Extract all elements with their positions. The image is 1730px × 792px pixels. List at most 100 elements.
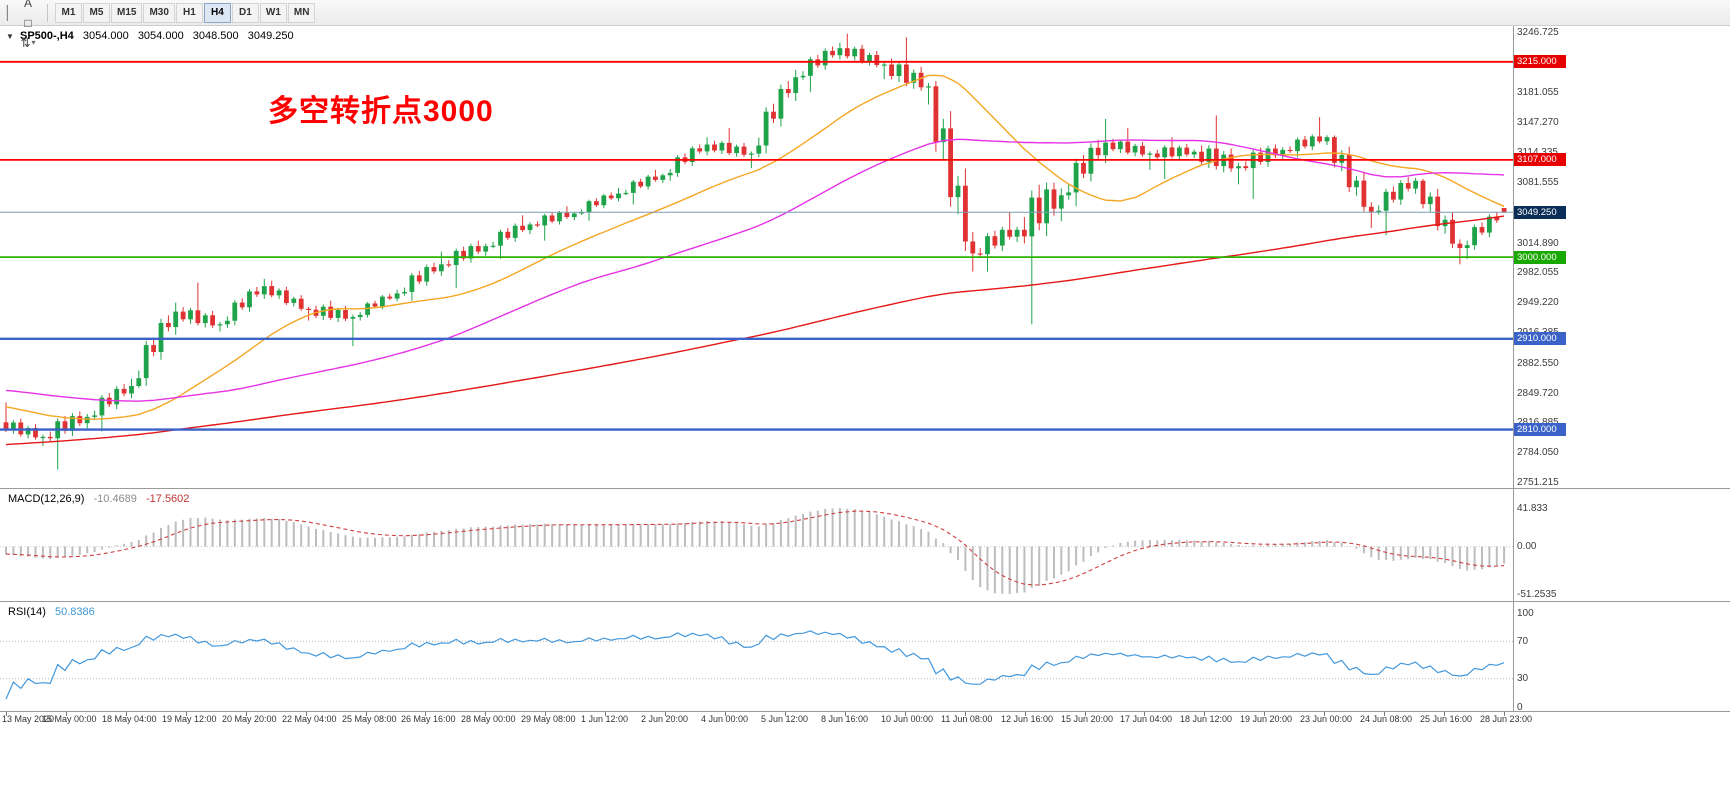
time-axis-label: 2 Jun 20:00 — [641, 714, 689, 724]
time-axis-tick — [66, 712, 67, 716]
time-axis-tick — [965, 712, 966, 716]
time-axis-label: 10 Jun 00:00 — [881, 714, 934, 724]
level-price-tag-2810.000[interactable]: 2810.000 — [1514, 423, 1566, 437]
time-axis-label: 25 Jun 16:00 — [1420, 714, 1473, 724]
price-chart-panel[interactable] — [0, 26, 1730, 488]
time-axis-label: 12 Jun 16:00 — [1001, 714, 1054, 724]
macd-canvas[interactable] — [0, 490, 1730, 601]
time-axis-label: 8 Jun 16:00 — [821, 714, 869, 724]
macd-label: MACD(12,26,9) -10.4689 -17.5602 — [8, 493, 189, 505]
time-axis-label: 18 Jun 12:00 — [1180, 714, 1233, 724]
time-axis-label: 4 Jun 00:00 — [701, 714, 749, 724]
time-axis-tick — [366, 712, 367, 716]
time-axis-label: 24 Jun 08:00 — [1360, 714, 1413, 724]
panel-splitter[interactable] — [0, 488, 1730, 489]
toolbar-drag-handle[interactable] — [6, 4, 11, 21]
level-price-tag-2910.000[interactable]: 2910.000 — [1514, 332, 1566, 346]
level-price-tag-3000.000[interactable]: 3000.000 — [1514, 250, 1566, 264]
time-axis-label: 15 Jun 20:00 — [1061, 714, 1114, 724]
time-axis-label: 23 Jun 00:00 — [1300, 714, 1353, 724]
time-axis-tick — [1324, 712, 1325, 716]
time-axis-tick — [306, 712, 307, 716]
moving-average-lines — [5, 74, 1505, 446]
collapse-triangle-icon[interactable]: ▼ — [6, 32, 14, 41]
time-axis-label: 5 Jun 12:00 — [761, 714, 809, 724]
timeframe-button-m15[interactable]: M15 — [111, 2, 143, 23]
time-axis-label: 26 May 16:00 — [401, 714, 456, 724]
macd-histogram — [5, 508, 1506, 594]
current-price-tag: 3049.250 — [1514, 205, 1566, 219]
time-axis-tick — [905, 712, 906, 716]
drawing-tools-group: +A□⇅▾ — [16, 0, 40, 53]
time-axis-label: 19 May 12:00 — [162, 714, 217, 724]
time-axis-tick — [1264, 712, 1265, 716]
time-axis-tick — [1025, 712, 1026, 716]
price-axis-border — [1513, 26, 1514, 712]
shapes-tool-button[interactable]: □ — [16, 13, 40, 33]
time-axis-tick — [246, 712, 247, 716]
timeframe-button-d1[interactable]: D1 — [231, 2, 259, 23]
chevron-down-icon: ▾ — [31, 38, 36, 47]
close-value: 3049.250 — [247, 30, 294, 42]
macd-signal-value: -17.5602 — [145, 493, 190, 505]
level-price-tag-3107.000[interactable]: 3107.000 — [1514, 153, 1566, 167]
horizontal-level-lines[interactable] — [0, 60, 1513, 431]
timeframe-toolbar: M1 M5 M15 M30 H1 H4 D1 W1 MN — [55, 2, 316, 23]
price-chart-canvas[interactable] — [0, 26, 1730, 488]
time-axis-tick — [605, 712, 606, 716]
timeframe-button-m1[interactable]: M1 — [55, 2, 82, 23]
macd-signal-line — [5, 510, 1505, 586]
timeframe-button-h1[interactable]: H1 — [175, 2, 203, 23]
time-axis-tick — [1204, 712, 1205, 716]
time-axis-label: 28 May 00:00 — [461, 714, 516, 724]
rsi-panel[interactable] — [0, 603, 1730, 711]
time-axis-tick — [665, 712, 666, 716]
time-axis-label: 1 Jun 12:00 — [581, 714, 629, 724]
time-axis-tick — [785, 712, 786, 716]
panel-splitter[interactable] — [0, 601, 1730, 602]
timeframe-button-m30[interactable]: M30 — [143, 2, 175, 23]
time-axis-tick — [1085, 712, 1086, 716]
macd-panel[interactable] — [0, 490, 1730, 601]
timeframe-button-mn[interactable]: MN — [287, 2, 316, 23]
symbol-timeframe-label: SP500-,H4 — [19, 30, 74, 42]
time-axis-label: 19 Jun 20:00 — [1240, 714, 1293, 724]
text-label-tool-button[interactable]: A — [16, 0, 40, 13]
time-axis-tick — [126, 712, 127, 716]
time-axis-label: 15 May 00:00 — [42, 714, 97, 724]
time-axis-label: 18 May 04:00 — [102, 714, 157, 724]
time-axis-label: 22 May 04:00 — [282, 714, 337, 724]
time-axis-tick — [1144, 712, 1145, 716]
time-axis-tick — [1384, 712, 1385, 716]
annotation-text[interactable]: 多空转折点3000 — [268, 95, 494, 128]
time-axis-tick — [545, 712, 546, 716]
open-value: 3054.000 — [82, 30, 129, 42]
time-axis-tick — [186, 712, 187, 716]
time-axis-tick — [845, 712, 846, 716]
time-axis-label: 20 May 20:00 — [222, 714, 277, 724]
timeframe-button-m5[interactable]: M5 — [83, 2, 110, 23]
time-axis-border — [0, 711, 1730, 712]
timeframe-button-w1[interactable]: W1 — [259, 2, 287, 23]
time-axis-label: 11 Jun 08:00 — [941, 714, 993, 724]
time-axis-tick — [1504, 712, 1505, 716]
time-axis-label: 29 May 08:00 — [521, 714, 576, 724]
time-axis-label: 17 Jun 04:00 — [1120, 714, 1173, 724]
time-axis-tick — [6, 712, 7, 716]
timeframe-button-h4[interactable]: H4 — [203, 2, 231, 23]
time-axis-tick — [725, 712, 726, 716]
time-axis-label: 25 May 08:00 — [342, 714, 397, 724]
toolbar-separator — [47, 3, 48, 22]
level-price-tag-3215.000[interactable]: 3215.000 — [1514, 55, 1566, 69]
macd-name: MACD(12,26,9) — [8, 493, 85, 505]
time-axis-label: 28 Jun 23:00 — [1480, 714, 1533, 724]
arrange-tool-button[interactable]: ⇅ ▾ — [16, 33, 40, 53]
rsi-canvas[interactable] — [0, 603, 1730, 711]
rsi-line — [5, 630, 1505, 700]
time-axis-tick — [485, 712, 486, 716]
time-axis-tick — [1444, 712, 1445, 716]
time-axis-label: 13 May 2020 — [2, 714, 55, 724]
time-axis-tick — [425, 712, 426, 716]
